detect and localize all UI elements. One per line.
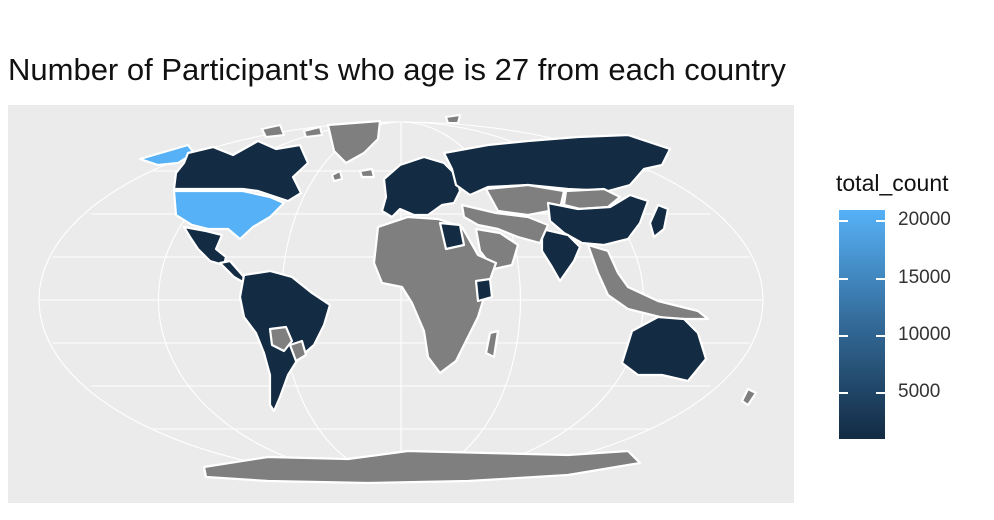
country-japan — [648, 203, 670, 239]
country-paraguay — [288, 339, 308, 363]
country-iceland — [358, 167, 376, 179]
legend-tick — [839, 392, 848, 395]
legend-label: 5000 — [898, 381, 941, 403]
country-greenland — [326, 119, 382, 165]
legend-label: 20000 — [898, 209, 951, 231]
country-madagascar — [484, 329, 500, 359]
chart-title: Number of Participant's who age is 27 fr… — [8, 52, 786, 87]
country-russia — [442, 133, 672, 197]
island-shape — [302, 125, 324, 139]
island-shape — [260, 123, 286, 139]
legend-label: 15000 — [898, 266, 951, 288]
legend: total_count 20000 15000 10000 5000 — [836, 168, 986, 448]
country-southeast-asia — [586, 243, 710, 321]
country-australia — [620, 315, 708, 383]
country-europe — [380, 155, 462, 219]
legend-title: total_count — [836, 170, 949, 196]
country-bolivia — [268, 325, 294, 353]
country-canada — [172, 139, 310, 203]
legend-tick — [839, 277, 848, 280]
legend-tick — [876, 392, 885, 395]
country-united-states — [172, 189, 286, 241]
legend-tick — [876, 334, 885, 337]
country-china — [546, 193, 650, 247]
legend-tick — [876, 220, 885, 223]
country-new-zealand — [740, 387, 758, 407]
legend-tick — [839, 220, 848, 223]
legend-colorbar — [839, 210, 885, 439]
island-shape — [330, 169, 344, 183]
country-egypt — [438, 221, 466, 251]
country-kenya — [474, 277, 494, 303]
country-mexico — [182, 225, 228, 267]
legend-label: 10000 — [898, 323, 951, 345]
map-panel — [8, 105, 794, 503]
country-middle-east — [460, 203, 550, 245]
legend-tick — [876, 277, 885, 280]
world-map — [38, 113, 764, 485]
legend-tick — [839, 334, 848, 337]
country-antarctica — [202, 449, 642, 485]
island-shape — [444, 113, 462, 124]
country-india — [540, 227, 582, 283]
